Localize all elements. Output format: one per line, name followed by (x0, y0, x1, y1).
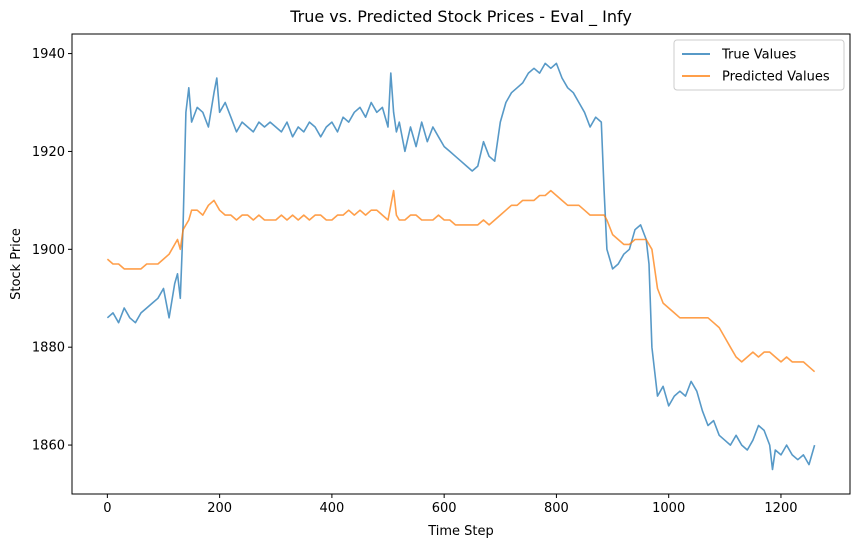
y-tick-label: 1920 (32, 145, 65, 160)
y-tick-label: 1900 (32, 243, 65, 258)
legend-label: Predicted Values (722, 70, 830, 85)
legend-label: True Values (721, 48, 796, 63)
plot-area (106, 62, 816, 471)
x-tick-label: 400 (319, 501, 344, 516)
chart-title: True vs. Predicted Stock Prices - Eval _… (289, 7, 632, 27)
series-line-true-values (106, 62, 816, 471)
y-tick-label: 1860 (32, 439, 65, 454)
x-tick-label: 1200 (764, 501, 797, 516)
series-line-predicted-values (106, 189, 816, 373)
legend: True Values Predicted Values (673, 39, 845, 91)
x-tick-label: 600 (432, 501, 457, 516)
x-tick-label: 800 (544, 501, 569, 516)
x-tick-label: 200 (207, 501, 232, 516)
y-tick-label: 1880 (32, 341, 65, 356)
y-tick-label: 1940 (32, 47, 65, 62)
axes: 0 200 400 600 800 1000 1200 1860 1880 1900 1920 194… (32, 33, 851, 516)
legend-box (673, 39, 845, 91)
plot-frame (71, 33, 851, 495)
x-axis-label: Time Step (427, 524, 494, 539)
y-axis-label: Stock Price (9, 228, 24, 300)
x-tick-label: 1000 (652, 501, 685, 516)
x-tick-label: 0 (103, 501, 111, 516)
